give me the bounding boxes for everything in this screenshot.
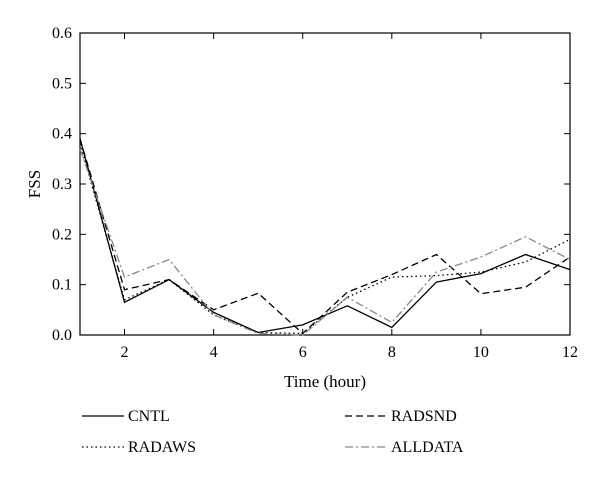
legend-label-radsnd: RADSND — [391, 408, 457, 425]
legend-label-radaws: RADAWS — [128, 439, 196, 456]
y-tick-label: 0.2 — [52, 226, 72, 243]
x-tick-label: 12 — [562, 344, 578, 361]
y-axis-title: FSS — [25, 170, 44, 198]
legend-label-cntl: CNTL — [128, 408, 170, 425]
plot-frame — [79, 32, 571, 336]
series-line-cntl — [79, 138, 571, 334]
x-tick-label: 8 — [388, 344, 396, 361]
legend-label-alldata: ALLDATA — [391, 439, 464, 456]
y-tick-label: 0.5 — [52, 75, 72, 92]
y-tick-label: 0.3 — [52, 176, 72, 193]
series-line-alldata — [79, 148, 571, 336]
x-tick-label: 2 — [121, 344, 129, 361]
x-tick-label: 10 — [473, 344, 489, 361]
x-tick-label: 6 — [299, 344, 307, 361]
x-tick-label: 4 — [210, 344, 218, 361]
y-tick-label: 0.6 — [52, 25, 72, 42]
y-tick-label: 0.1 — [52, 277, 72, 294]
y-tick-label: 0.4 — [52, 126, 72, 143]
series-line-radaws — [79, 143, 571, 335]
y-tick-label: 0.0 — [52, 327, 72, 344]
series-line-radsnd — [79, 138, 571, 335]
x-axis-title: Time (hour) — [284, 372, 366, 391]
